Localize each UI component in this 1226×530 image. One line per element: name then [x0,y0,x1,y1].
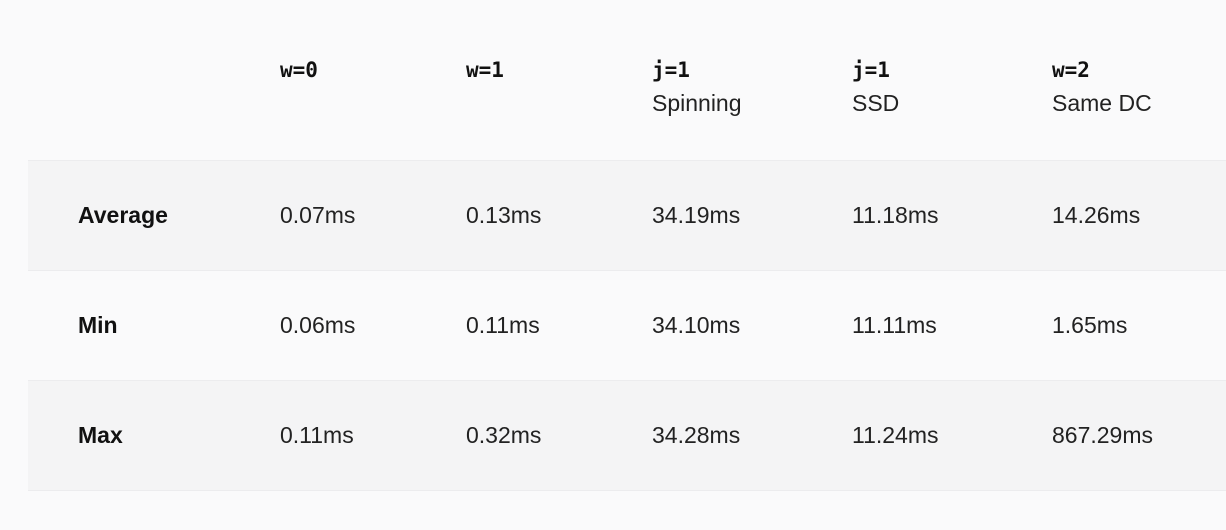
row-label: Average [78,202,168,228]
table-cell: 14.26ms [1052,202,1141,228]
column-header-w1: w=1 [466,56,504,88]
table-cell: 34.10ms [652,312,741,338]
column-header-sub: SSD [852,90,900,116]
table-row-average: Average 0.07ms 0.13ms 34.19ms 11.18ms 14… [28,161,1226,271]
latency-table: w=0 w=1 j=1 Spinning j=1 SSD w=2 Same DC… [28,0,1226,491]
table-cell: 0.13ms [466,202,542,228]
table-cell: 11.18ms [852,202,939,228]
table-cell: 0.06ms [280,312,356,338]
column-header-code: w=2 [1052,58,1090,82]
column-header-j1-ssd: j=1 SSD [852,56,899,118]
table-cell: 34.19ms [652,202,741,228]
column-header-w0: w=0 [280,56,318,88]
table-row-min: Min 0.06ms 0.11ms 34.10ms 11.11ms 1.65ms [28,271,1226,381]
column-header-code: j=1 [652,58,690,82]
column-header-code: w=0 [280,58,318,82]
row-label: Max [78,422,123,448]
column-header-sub: Spinning [652,90,742,116]
table-cell: 0.11ms [280,422,354,448]
column-header-j1-spinning: j=1 Spinning [652,56,742,118]
table-cell: 11.24ms [852,422,939,448]
column-header-sub: Same DC [1052,90,1152,116]
table-cell: 867.29ms [1052,422,1154,448]
table-cell: 34.28ms [652,422,741,448]
table-cell: 11.11ms [852,312,937,338]
column-header-code: w=1 [466,58,504,82]
table-header-row: w=0 w=1 j=1 Spinning j=1 SSD w=2 Same DC [28,0,1226,161]
table-row-max: Max 0.11ms 0.32ms 34.28ms 11.24ms 867.29… [28,381,1226,491]
table-cell: 1.65ms [1052,312,1128,338]
table-cell: 0.07ms [280,202,356,228]
row-label: Min [78,312,118,338]
table-cell: 0.11ms [466,312,540,338]
table-cell: 0.32ms [466,422,542,448]
column-header-code: j=1 [852,58,890,82]
column-header-w2-same-dc: w=2 Same DC [1052,56,1152,118]
